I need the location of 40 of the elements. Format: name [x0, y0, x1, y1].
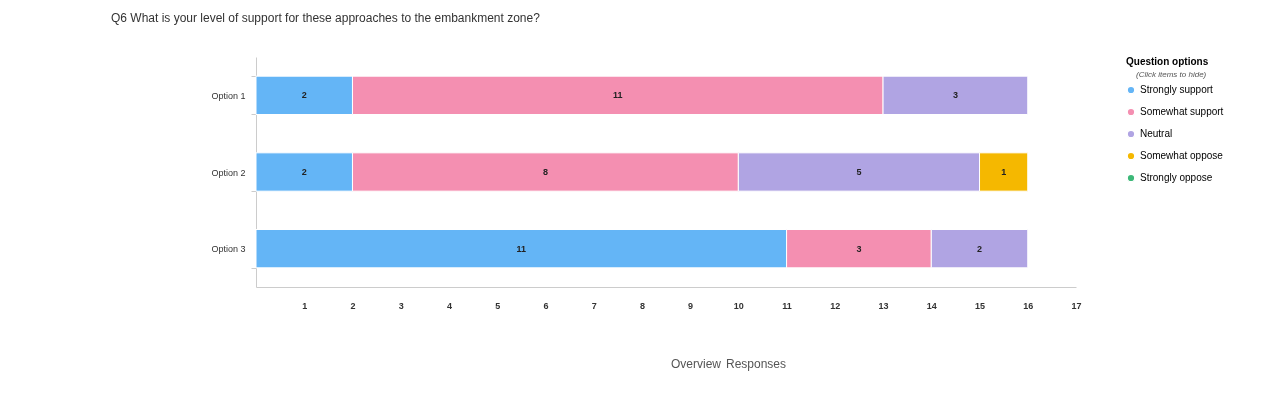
x-tick-label: 6	[543, 300, 549, 311]
data-label: 2	[977, 243, 983, 254]
x-tick-label: 2	[350, 300, 356, 311]
y-tick-label: Option 1	[211, 90, 246, 101]
x-tick-label: 9	[688, 300, 694, 311]
legend-label: Strongly oppose	[1140, 172, 1213, 183]
x-tick-label: 5	[495, 300, 501, 311]
data-label: 11	[516, 243, 527, 254]
x-tick-label: 15	[975, 300, 986, 311]
legend-title: Question options	[1126, 56, 1209, 67]
legend-label: Somewhat support	[1140, 106, 1224, 117]
x-tick-label: 1	[302, 300, 308, 311]
x-tick-label: 4	[446, 300, 452, 311]
data-label: 11	[613, 90, 623, 101]
data-label: 3	[856, 243, 862, 254]
x-tick-label: 14	[926, 300, 937, 311]
data-label: 2	[301, 167, 307, 177]
text: Overview	[670, 357, 722, 371]
legend-label: Somewhat oppose	[1140, 150, 1224, 161]
data-label: 1	[1001, 167, 1007, 177]
x-tick-label: 8	[639, 300, 645, 311]
data-label: 3	[952, 90, 958, 101]
y-tick-label: Option 2	[211, 167, 246, 178]
data-label: 2	[301, 90, 307, 101]
text: (Click items to hide)	[1136, 70, 1207, 79]
x-tick-label: 16	[1023, 300, 1034, 311]
x-tick-label: 3	[398, 300, 404, 311]
legend-label: Neutral	[1140, 128, 1173, 139]
y-tick-label: Option 3	[211, 244, 246, 255]
text: Responses	[725, 357, 787, 371]
data-label: 8	[542, 167, 548, 177]
x-tick-label: 12	[830, 300, 841, 311]
x-tick-label: 17	[1071, 300, 1082, 311]
chart-title: Q6 What is your level of support for these approaches to the embankment zone?	[110, 11, 541, 25]
x-tick-label: 7	[591, 300, 597, 311]
data-label: 5	[856, 167, 862, 177]
x-tick-label: 11	[782, 300, 792, 311]
x-tick-label: 10	[733, 300, 744, 311]
x-tick-label: 13	[878, 300, 889, 311]
legend-label: Strongly support	[1140, 84, 1214, 95]
